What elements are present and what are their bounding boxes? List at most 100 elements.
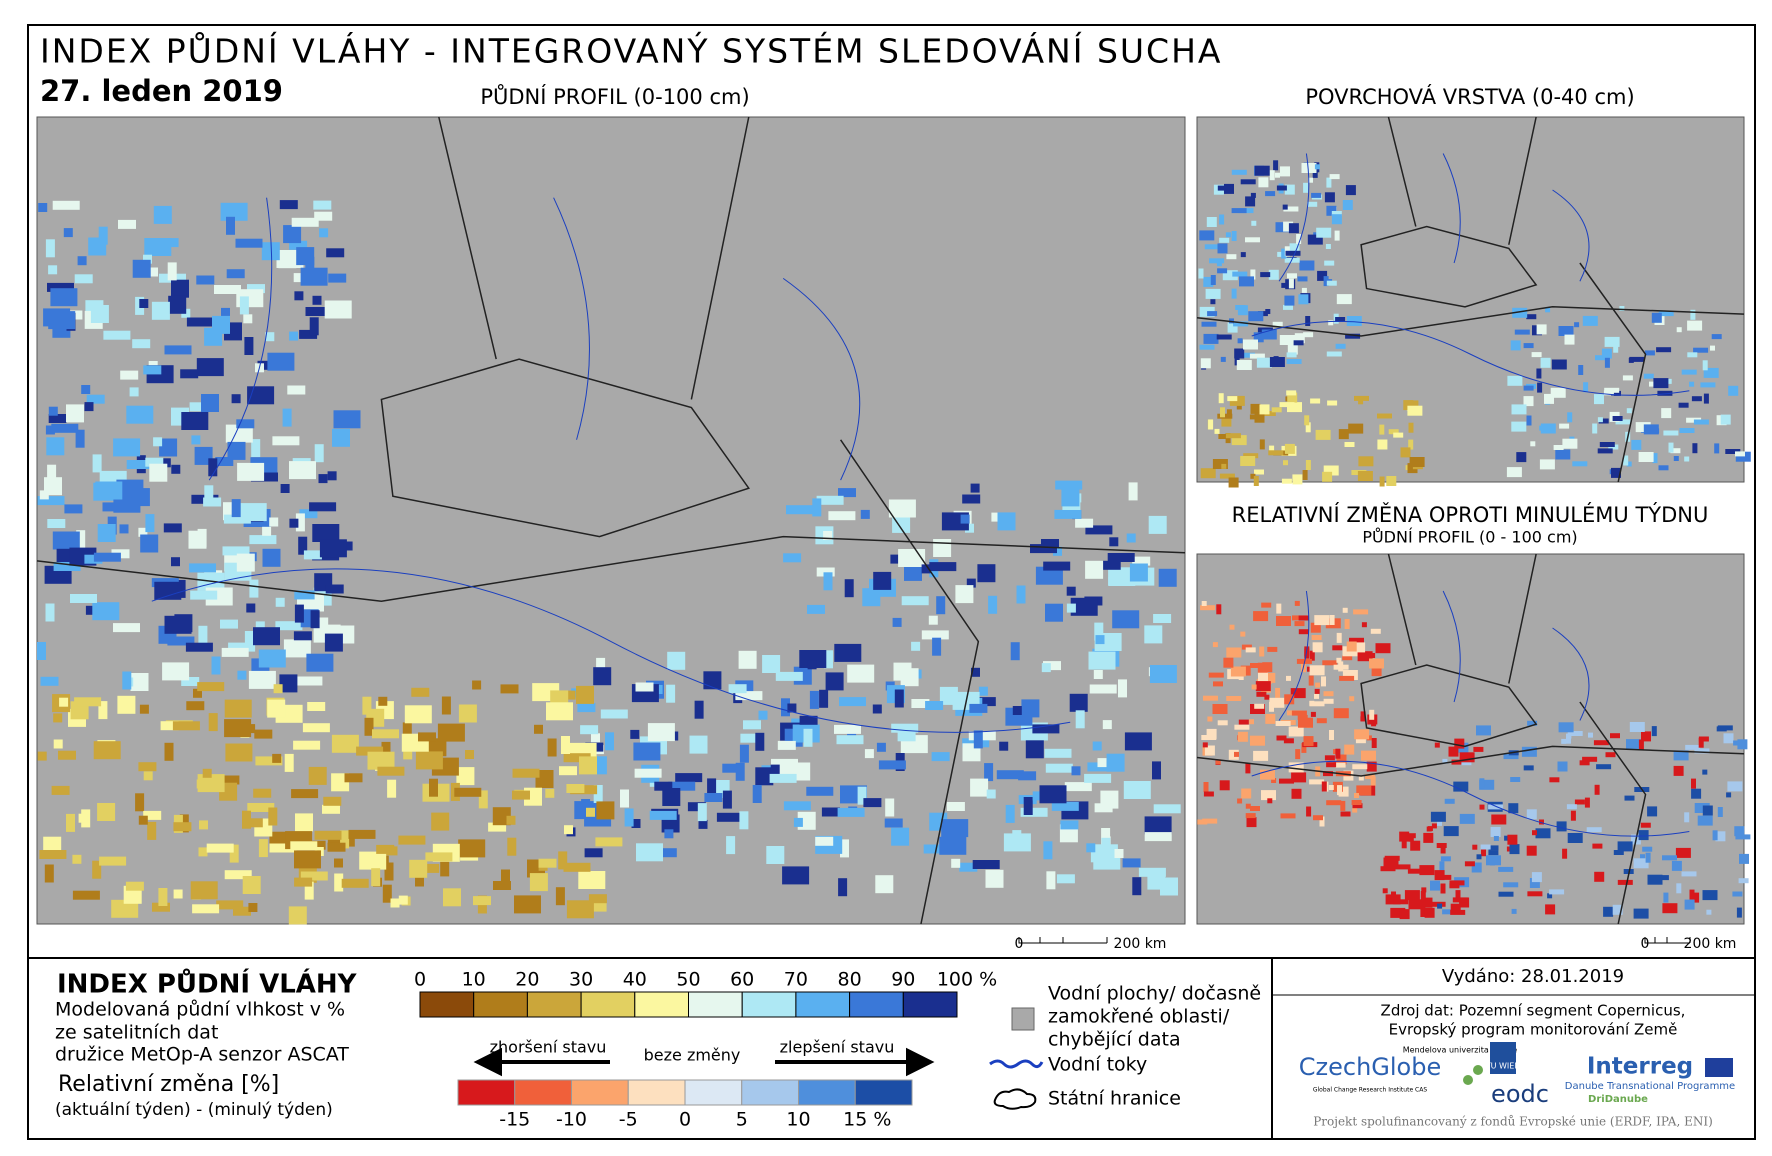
map-cell: [1479, 778, 1485, 789]
map-cell: [1276, 735, 1287, 741]
source: Evropský program monitorování Země: [1389, 1021, 1678, 1039]
map-cell: [941, 819, 969, 838]
map-cell: [1335, 317, 1346, 322]
map-cell: [1287, 344, 1298, 355]
map-cell: [1216, 261, 1222, 267]
map-cell: [1237, 731, 1248, 742]
map-cell: [1619, 306, 1625, 311]
map-cell: [220, 202, 248, 221]
map-cell: [1307, 201, 1318, 207]
map-cell: [876, 742, 886, 752]
map-cell: [254, 729, 273, 739]
map-cell: [1272, 321, 1283, 327]
map-cell: [172, 721, 200, 731]
index-tick-label: 80: [838, 969, 862, 991]
map-cell: [1245, 763, 1251, 774]
colorbars: 0 10 20 30 40 50 60 70 80 90 100 % -15 -10 -5 0 5 10 15 %: [414, 969, 997, 1131]
map-cell: [160, 721, 179, 731]
map-cell: [1507, 834, 1518, 845]
map-cell: [1592, 423, 1598, 434]
map-cell: [971, 667, 980, 677]
map-cell: [139, 704, 149, 714]
map-cell: [1213, 681, 1223, 687]
map-cell: [566, 900, 594, 919]
map-cell: [267, 699, 286, 718]
change-swatch: [514, 1079, 572, 1106]
map-cell: [735, 762, 745, 781]
map-cell: [288, 906, 307, 925]
map-cell: [1510, 340, 1521, 351]
map-cell: [151, 301, 170, 320]
map-cell: [282, 408, 292, 427]
map-cell: [1461, 760, 1472, 766]
index-tick-label: 70: [784, 969, 808, 991]
map-cell: [1220, 356, 1226, 362]
map-cell: [1138, 867, 1166, 877]
map-cell: [152, 902, 170, 912]
map-cell: [1319, 816, 1325, 827]
map-cell: [1530, 441, 1536, 447]
map-cell: [1288, 726, 1304, 737]
map-cell: [47, 519, 66, 528]
border-line: [36, 116, 1186, 925]
map-cell: [1333, 664, 1349, 670]
map-cell: [372, 729, 399, 739]
map-cell: [1393, 899, 1409, 905]
map-cell: [1567, 833, 1583, 843]
map-cell: [1668, 442, 1674, 453]
map-cell: [1420, 891, 1426, 901]
map-cell: [752, 785, 762, 803]
map-cell: [1404, 890, 1420, 901]
map-cell: [1066, 603, 1076, 613]
map-cell: [1253, 611, 1269, 622]
map-cell: [310, 610, 320, 629]
logo-dot: [1463, 1075, 1473, 1085]
map-cell: [1326, 800, 1342, 806]
map-cell: [1335, 343, 1346, 349]
map-cell: [1246, 817, 1257, 828]
map-cell: [289, 518, 299, 528]
map-cell: [197, 682, 225, 692]
map-cell: [247, 386, 275, 405]
map-cell: [1370, 653, 1376, 658]
map-cell: [875, 875, 894, 894]
map-cell: [371, 868, 381, 887]
map-cell: [1205, 288, 1221, 299]
map-cell: [171, 464, 181, 474]
map-cell: [969, 703, 988, 713]
map-cell: [305, 307, 333, 316]
map-cell: [295, 513, 305, 532]
map-cell: [1256, 357, 1272, 368]
logo-text: CzechGlobe: [1299, 1053, 1441, 1081]
map-cell: [1408, 836, 1414, 842]
map-cell: [1594, 871, 1605, 882]
map-cell: [48, 414, 67, 423]
map-cell: [296, 590, 315, 600]
map-cell: [563, 862, 591, 872]
map-cell: [1269, 697, 1285, 708]
map-cell: [1221, 416, 1232, 427]
map-cell: [1633, 858, 1649, 869]
map-cell: [154, 581, 182, 600]
map-cell: [300, 267, 328, 286]
map-cell: [1032, 724, 1060, 734]
map-cell: [1509, 844, 1520, 855]
map-cell: [1377, 413, 1392, 419]
map-cell: [1293, 340, 1304, 346]
map-cell: [1710, 345, 1715, 351]
map-cell: [1352, 803, 1363, 809]
map-cell: [269, 843, 297, 853]
map-cell: [1071, 766, 1081, 776]
map-cell: [1734, 826, 1745, 837]
map-cell: [1692, 443, 1698, 454]
map-cell: [293, 631, 312, 641]
map-cell: [1269, 170, 1275, 181]
map-cell: [593, 667, 612, 686]
map-cell: [1537, 382, 1543, 393]
logo-box: [1490, 1042, 1516, 1074]
map-cell: [1148, 515, 1167, 534]
map-cell: [781, 698, 790, 717]
map-cell: [51, 423, 79, 433]
eu-flag: [1705, 1058, 1733, 1077]
map-cell: [72, 854, 82, 864]
